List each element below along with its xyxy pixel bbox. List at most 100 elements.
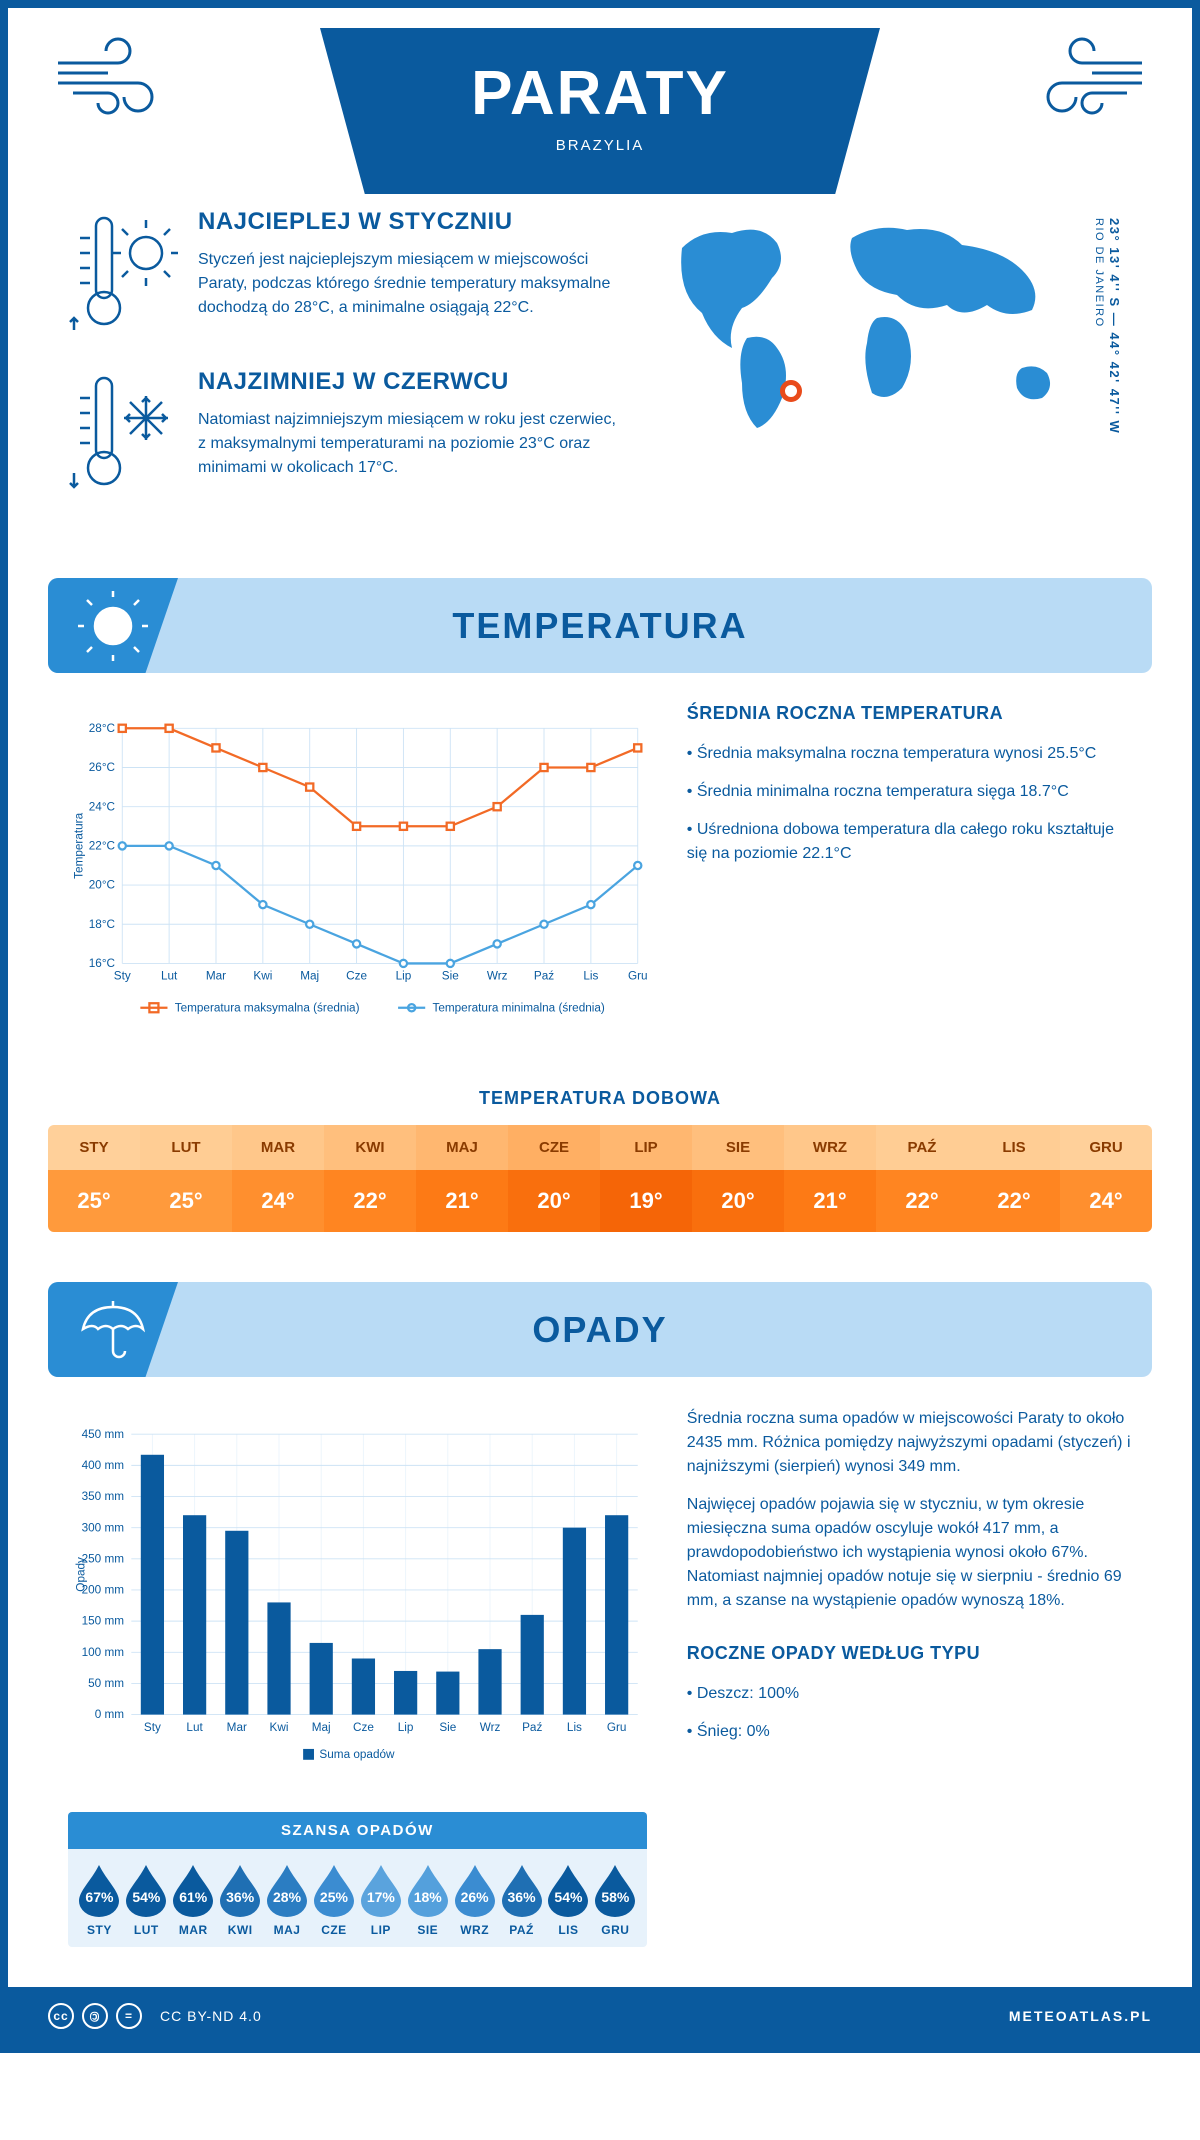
svg-text:Sie: Sie — [442, 970, 459, 983]
coldest-block: NAJZIMNIEJ W CZERWCU Natomiast najzimnie… — [68, 368, 622, 498]
svg-text:Wrz: Wrz — [487, 970, 508, 983]
precip-types-title: ROCZNE OPADY WEDŁUG TYPU — [687, 1643, 1132, 1664]
daily-temp-value: 21° — [416, 1170, 508, 1232]
svg-text:Kwi: Kwi — [253, 970, 272, 983]
svg-text:Lut: Lut — [161, 970, 178, 983]
precip-type-item: Deszcz: 100% — [687, 1682, 1132, 1706]
warmest-desc: Styczeń jest najcieplejszym miesiącem w … — [198, 248, 622, 320]
svg-text:100 mm: 100 mm — [82, 1646, 125, 1659]
city-title: PARATY — [400, 58, 800, 129]
svg-text:Cze: Cze — [346, 970, 367, 983]
daily-month-header: MAJ — [416, 1125, 508, 1170]
thermometer-snow-icon — [68, 368, 178, 498]
daily-temp-value: 24° — [1060, 1170, 1152, 1232]
svg-text:16°C: 16°C — [89, 957, 116, 970]
precip-p1: Średnia roczna suma opadów w miejscowośc… — [687, 1407, 1132, 1479]
daily-month-header: PAŹ — [876, 1125, 968, 1170]
svg-text:0 mm: 0 mm — [95, 1708, 125, 1721]
daily-temp-value: 22° — [968, 1170, 1060, 1232]
chance-drop: 18% SIE — [404, 1863, 451, 1937]
svg-text:450 mm: 450 mm — [82, 1428, 125, 1441]
chance-drop: 67% STY — [76, 1863, 123, 1937]
precip-p2: Najwięcej opadów pojawia się w styczniu,… — [687, 1493, 1132, 1613]
daily-temp-table: STYLUTMARKWIMAJCZELIPSIEWRZPAŹLISGRU25°2… — [48, 1125, 1152, 1232]
svg-text:Temperatura maksymalna (średni: Temperatura maksymalna (średnia) — [175, 1001, 360, 1014]
precip-type-item: Śnieg: 0% — [687, 1720, 1132, 1744]
daily-month-header: LIS — [968, 1125, 1060, 1170]
site-name: METEOATLAS.PL — [1009, 2008, 1152, 2024]
svg-text:Maj: Maj — [312, 1721, 331, 1734]
world-map-icon — [652, 208, 1092, 448]
coldest-title: NAJZIMNIEJ W CZERWCU — [198, 368, 622, 396]
svg-text:Temperatura minimalna (średnia: Temperatura minimalna (średnia) — [432, 1001, 604, 1014]
cc-icon: cc — [48, 2003, 74, 2029]
svg-text:300 mm: 300 mm — [82, 1521, 125, 1534]
daily-month-header: KWI — [324, 1125, 416, 1170]
svg-text:Kwi: Kwi — [270, 1721, 289, 1734]
svg-text:Sie: Sie — [439, 1721, 456, 1734]
svg-text:Temperatura: Temperatura — [72, 812, 85, 878]
svg-text:Paź: Paź — [522, 1721, 542, 1734]
svg-text:26°C: 26°C — [89, 761, 116, 774]
svg-text:150 mm: 150 mm — [82, 1615, 125, 1628]
temperature-chart-row: 16°C18°C20°C22°C24°C26°C28°CStyLutMarKwi… — [8, 703, 1192, 1088]
chance-drop: 28% MAJ — [264, 1863, 311, 1937]
chance-drop: 25% CZE — [310, 1863, 357, 1937]
svg-text:50 mm: 50 mm — [88, 1677, 124, 1690]
country-subtitle: BRAZYLIA — [400, 137, 800, 154]
daily-month-header: STY — [48, 1125, 140, 1170]
svg-text:Paź: Paź — [534, 970, 554, 983]
svg-text:350 mm: 350 mm — [82, 1490, 125, 1503]
wind-icon-left — [48, 28, 188, 128]
temperature-title: TEMPERATURA — [48, 605, 1152, 647]
precip-section-header: OPADY — [48, 1282, 1152, 1377]
daily-month-header: LIP — [600, 1125, 692, 1170]
avg-temp-title: ŚREDNIA ROCZNA TEMPERATURA — [687, 703, 1132, 724]
daily-temp-value: 24° — [232, 1170, 324, 1232]
svg-text:Lis: Lis — [567, 1721, 582, 1734]
daily-month-header: SIE — [692, 1125, 784, 1170]
svg-text:Opady: Opady — [74, 1557, 87, 1592]
daily-month-header: CZE — [508, 1125, 600, 1170]
svg-text:24°C: 24°C — [89, 800, 116, 813]
daily-temp-value: 21° — [784, 1170, 876, 1232]
precip-title: OPADY — [48, 1309, 1152, 1351]
precip-bar-chart: 0 mm50 mm100 mm150 mm200 mm250 mm300 mm3… — [68, 1407, 647, 1787]
svg-text:Sty: Sty — [114, 970, 131, 983]
svg-text:22°C: 22°C — [89, 839, 116, 852]
precip-chart-row: 0 mm50 mm100 mm150 mm200 mm250 mm300 mm3… — [8, 1407, 1192, 1987]
map-container: 23° 13' 4'' S — 44° 42' 47'' W RIO DE JA… — [652, 208, 1132, 528]
svg-text:Lip: Lip — [396, 970, 412, 983]
svg-text:200 mm: 200 mm — [82, 1584, 125, 1597]
coldest-desc: Natomiast najzimniejszym miesiącem w rok… — [198, 408, 622, 480]
daily-temp-value: 25° — [140, 1170, 232, 1232]
chance-drop: 36% PAŹ — [498, 1863, 545, 1937]
daily-month-header: LUT — [140, 1125, 232, 1170]
avg-temp-bullet: Średnia minimalna roczna temperatura się… — [687, 780, 1132, 804]
daily-month-header: MAR — [232, 1125, 324, 1170]
svg-text:Mar: Mar — [206, 970, 226, 983]
precip-types-list: Deszcz: 100% Śnieg: 0% — [687, 1682, 1132, 1744]
chance-drop: 36% KWI — [217, 1863, 264, 1937]
chance-drop: 54% LIS — [545, 1863, 592, 1937]
svg-text:20°C: 20°C — [89, 879, 116, 892]
nd-icon: = — [116, 2003, 142, 2029]
svg-text:Gru: Gru — [607, 1721, 627, 1734]
chance-title: SZANSA OPADÓW — [68, 1812, 647, 1849]
chance-panel: SZANSA OPADÓW 67% STY 54% LUT 61% MAR 36… — [68, 1812, 647, 1947]
daily-temp-value: 25° — [48, 1170, 140, 1232]
avg-temp-bullet: Średnia maksymalna roczna temperatura wy… — [687, 742, 1132, 766]
intro-section: NAJCIEPLEJ W STYCZNIU Styczeń jest najci… — [8, 198, 1192, 568]
title-banner: PARATY BRAZYLIA — [320, 28, 880, 194]
map-marker-icon — [780, 380, 802, 402]
avg-temp-bullets: Średnia maksymalna roczna temperatura wy… — [687, 742, 1132, 866]
svg-text:Wrz: Wrz — [480, 1721, 501, 1734]
svg-text:Lis: Lis — [583, 970, 598, 983]
temperature-line-chart: 16°C18°C20°C22°C24°C26°C28°CStyLutMarKwi… — [68, 703, 647, 1043]
chance-drop: 17% LIP — [357, 1863, 404, 1937]
header: PARATY BRAZYLIA — [8, 8, 1192, 198]
svg-text:Cze: Cze — [353, 1721, 374, 1734]
by-icon: 🄯 — [82, 2003, 108, 2029]
daily-temp-value: 22° — [876, 1170, 968, 1232]
svg-text:Gru: Gru — [628, 970, 647, 983]
